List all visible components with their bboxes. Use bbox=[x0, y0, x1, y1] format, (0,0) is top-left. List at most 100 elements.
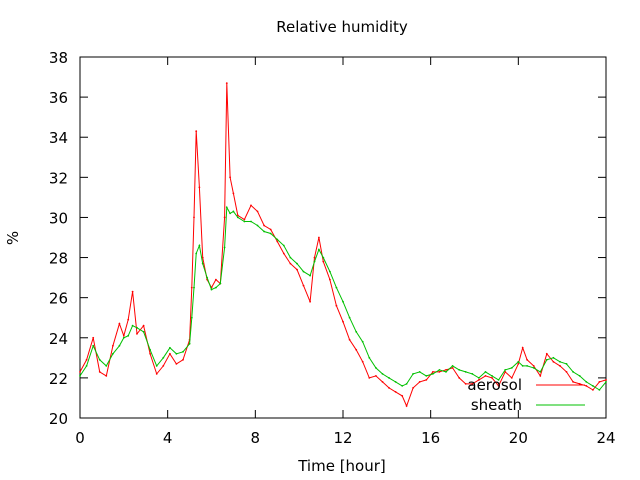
data-point-sheath bbox=[335, 286, 338, 289]
data-point-aerosol bbox=[263, 224, 265, 227]
data-point-aerosol bbox=[309, 300, 311, 303]
data-point-aerosol bbox=[193, 216, 195, 219]
data-point-aerosol bbox=[388, 387, 390, 389]
data-point-aerosol bbox=[432, 371, 434, 373]
data-point-sheath bbox=[309, 274, 311, 277]
data-point-aerosol bbox=[215, 278, 217, 281]
data-point-sheath bbox=[175, 352, 178, 355]
y-tick-label: 26 bbox=[49, 290, 68, 308]
data-point-sheath bbox=[539, 371, 542, 373]
data-point-sheath bbox=[149, 348, 152, 351]
data-point-sheath bbox=[282, 244, 285, 247]
data-point-sheath bbox=[598, 389, 601, 391]
data-point-sheath bbox=[85, 365, 88, 367]
data-point-sheath bbox=[236, 216, 239, 219]
data-point-aerosol bbox=[478, 379, 480, 381]
data-point-sheath bbox=[229, 212, 232, 215]
data-point-aerosol bbox=[412, 387, 414, 389]
data-point-aerosol bbox=[175, 363, 178, 365]
data-point-aerosol bbox=[127, 318, 130, 321]
data-point-sheath bbox=[92, 344, 95, 347]
data-point-sheath bbox=[552, 356, 555, 359]
data-point-sheath bbox=[223, 246, 226, 249]
data-point-sheath bbox=[355, 330, 358, 333]
data-point-sheath bbox=[381, 373, 384, 375]
data-point-aerosol bbox=[149, 352, 152, 355]
data-point-sheath bbox=[471, 373, 474, 375]
data-point-aerosol bbox=[348, 338, 351, 341]
data-point-aerosol bbox=[195, 130, 198, 133]
data-point-sheath bbox=[210, 288, 213, 291]
data-point-aerosol bbox=[269, 228, 272, 231]
data-point-aerosol bbox=[142, 324, 145, 327]
data-point-sheath bbox=[318, 248, 320, 251]
data-point-sheath bbox=[565, 363, 568, 365]
y-tick-label: 36 bbox=[49, 89, 68, 107]
data-point-sheath bbox=[478, 377, 480, 379]
data-point-aerosol bbox=[229, 176, 232, 179]
data-point-sheath bbox=[517, 360, 520, 363]
data-point-aerosol bbox=[401, 395, 404, 397]
data-point-aerosol bbox=[136, 332, 138, 335]
data-point-sheath bbox=[112, 352, 114, 355]
data-point-aerosol bbox=[169, 352, 171, 355]
data-point-aerosol bbox=[236, 214, 239, 217]
data-point-aerosol bbox=[458, 377, 461, 379]
data-point-sheath bbox=[169, 346, 171, 349]
data-point-sheath bbox=[195, 252, 198, 255]
data-point-aerosol bbox=[313, 256, 316, 259]
data-point-sheath bbox=[302, 270, 305, 273]
data-point-aerosol bbox=[276, 240, 279, 243]
data-point-aerosol bbox=[223, 216, 226, 219]
data-point-sheath bbox=[388, 377, 390, 379]
data-point-aerosol bbox=[565, 371, 568, 373]
data-point-aerosol bbox=[198, 186, 201, 189]
x-tick-label: 8 bbox=[251, 429, 261, 447]
data-point-aerosol bbox=[302, 284, 305, 287]
data-point-sheath bbox=[418, 371, 421, 373]
data-point-sheath bbox=[131, 324, 134, 327]
data-point-sheath bbox=[276, 238, 279, 241]
data-point-sheath bbox=[193, 286, 195, 289]
data-point-sheath bbox=[122, 336, 125, 339]
data-point-aerosol bbox=[322, 260, 325, 263]
data-point-sheath bbox=[105, 365, 108, 367]
data-point-sheath bbox=[322, 256, 325, 259]
y-axis-label: % bbox=[4, 231, 22, 245]
data-point-aerosol bbox=[318, 236, 320, 239]
data-point-aerosol bbox=[375, 375, 377, 377]
data-point-aerosol bbox=[118, 322, 121, 325]
x-tick-label: 0 bbox=[75, 429, 85, 447]
data-point-aerosol bbox=[471, 383, 474, 385]
x-axis-label: Time [hour] bbox=[297, 457, 386, 475]
data-point-aerosol bbox=[250, 204, 252, 207]
y-tick-label: 28 bbox=[49, 250, 68, 268]
data-point-aerosol bbox=[517, 363, 520, 365]
data-point-aerosol bbox=[394, 391, 397, 393]
y-tick-label: 30 bbox=[49, 209, 68, 227]
data-point-sheath bbox=[504, 369, 507, 371]
data-point-aerosol bbox=[545, 352, 548, 355]
y-tick-label: 20 bbox=[49, 410, 68, 428]
data-point-aerosol bbox=[182, 358, 184, 361]
data-point-sheath bbox=[578, 375, 581, 377]
data-point-sheath bbox=[225, 206, 228, 209]
data-point-aerosol bbox=[510, 377, 513, 379]
legend-label-aerosol: aerosol bbox=[467, 376, 522, 394]
data-point-aerosol bbox=[335, 304, 338, 307]
data-point-sheath bbox=[425, 375, 428, 377]
y-tick-label: 38 bbox=[49, 49, 68, 67]
data-point-aerosol bbox=[155, 373, 158, 375]
data-point-sheath bbox=[215, 286, 217, 289]
data-point-sheath bbox=[521, 365, 524, 367]
data-point-sheath bbox=[368, 356, 371, 359]
data-point-sheath bbox=[232, 210, 235, 213]
axes-layer: 0 4 8 12 16 20 24 20 22 24 26 28 30 32 34 36 38 bbox=[49, 49, 616, 447]
data-point-aerosol bbox=[521, 346, 524, 349]
data-point-aerosol bbox=[368, 377, 371, 379]
data-point-sheath bbox=[432, 373, 434, 375]
data-point-aerosol bbox=[539, 375, 542, 377]
legend: aerosol sheath bbox=[467, 376, 585, 414]
data-point-aerosol bbox=[585, 385, 588, 387]
